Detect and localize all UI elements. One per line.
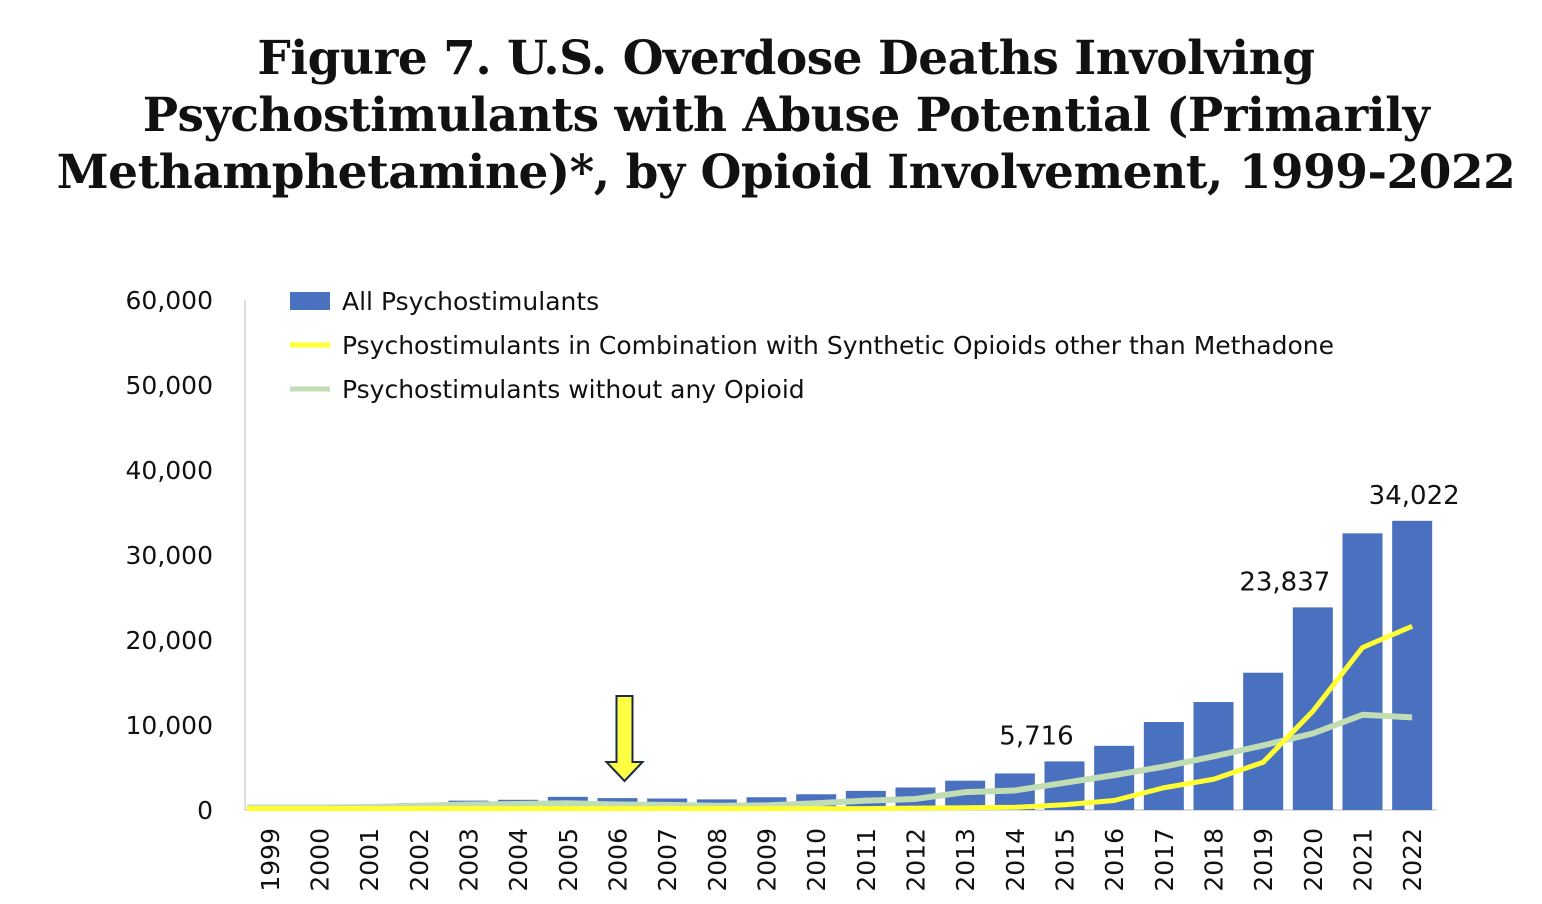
- x-tick-label: 2020: [1299, 828, 1328, 892]
- chart-title-line: Figure 7. U.S. Overdose Deaths Involving: [257, 31, 1315, 86]
- x-tick-label: 2002: [405, 828, 434, 892]
- chart-title-line: Methamphetamine)*, by Opioid Involvement…: [56, 145, 1516, 200]
- x-tick-label: 2014: [1001, 828, 1030, 892]
- data-label: 34,022: [1369, 481, 1460, 511]
- x-tick-label: 2012: [902, 828, 931, 892]
- data-label: 23,837: [1239, 567, 1330, 597]
- x-tick-label: 2022: [1398, 828, 1427, 892]
- y-tick-label: 30,000: [126, 541, 213, 570]
- x-tick-label: 2021: [1349, 828, 1378, 892]
- chart-title: Figure 7. U.S. Overdose Deaths Involving…: [0, 30, 1542, 201]
- x-tick-label: 2007: [653, 828, 682, 892]
- x-tick-label: 2000: [306, 828, 335, 892]
- down-arrow-icon: [604, 695, 645, 783]
- bar: [1342, 533, 1383, 810]
- y-tick-label: 60,000: [126, 286, 213, 315]
- x-tick-label: 2018: [1200, 828, 1229, 892]
- x-tick-label: 2013: [951, 828, 980, 892]
- x-tick-label: 2001: [355, 828, 384, 892]
- x-tick-label: 2004: [504, 828, 533, 892]
- x-tick-label: 2019: [1249, 828, 1278, 892]
- legend-label: Psychostimulants in Combination with Syn…: [342, 331, 1334, 360]
- x-tick-label: 2016: [1100, 828, 1129, 892]
- data-label: 5,716: [999, 721, 1073, 751]
- legend-swatch-all: [290, 292, 330, 310]
- x-tick-label: 2010: [802, 828, 831, 892]
- y-tick-label: 20,000: [126, 626, 213, 655]
- series-line-synthetic-opioids: [247, 623, 1414, 812]
- bar: [1392, 520, 1433, 810]
- x-tick-label: 2017: [1150, 828, 1179, 892]
- x-tick-label: 1999: [256, 828, 285, 892]
- x-tick-label: 2008: [703, 828, 732, 892]
- chart-title-line: Psychostimulants with Abuse Potential (P…: [142, 88, 1430, 143]
- y-tick-label: 0: [197, 796, 213, 825]
- y-tick-label: 40,000: [126, 456, 213, 485]
- x-tick-label: 2009: [753, 828, 782, 892]
- x-tick-label: 2006: [604, 828, 633, 892]
- y-tick-label: 10,000: [126, 711, 213, 740]
- x-tick-label: 2005: [554, 828, 583, 892]
- y-tick-label: 50,000: [126, 371, 213, 400]
- x-tick-label: 2011: [852, 828, 881, 892]
- series-line-without-opioid: [247, 711, 1413, 811]
- legend-label: Psychostimulants without any Opioid: [342, 375, 805, 404]
- x-tick-label: 2015: [1051, 828, 1080, 892]
- x-tick-label: 2003: [455, 828, 484, 892]
- legend-label: All Psychostimulants: [342, 287, 599, 316]
